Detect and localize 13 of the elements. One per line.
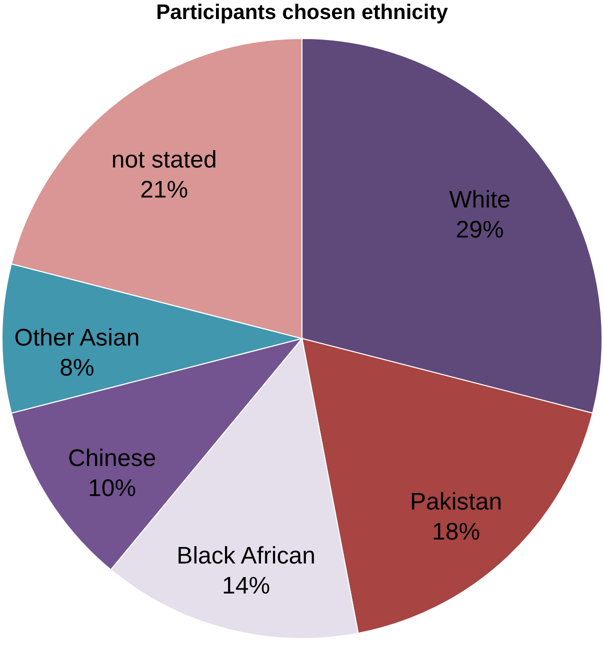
slice-label: Pakistan bbox=[410, 488, 502, 516]
data-label: 18% bbox=[432, 518, 480, 546]
slice-label: not stated bbox=[111, 146, 217, 174]
slice-label: Chinese bbox=[68, 445, 156, 472]
slice-label: Black African bbox=[176, 542, 316, 570]
data-label: 10% bbox=[88, 475, 136, 502]
data-label: 8% bbox=[60, 354, 94, 382]
slice-label: White bbox=[449, 186, 510, 214]
slice-label: Other Asian bbox=[14, 324, 140, 352]
chart-title: Participants chosen ethnicity bbox=[156, 1, 448, 24]
data-label: 14% bbox=[222, 572, 270, 600]
data-label: 21% bbox=[140, 176, 188, 204]
data-label: 29% bbox=[456, 216, 504, 244]
